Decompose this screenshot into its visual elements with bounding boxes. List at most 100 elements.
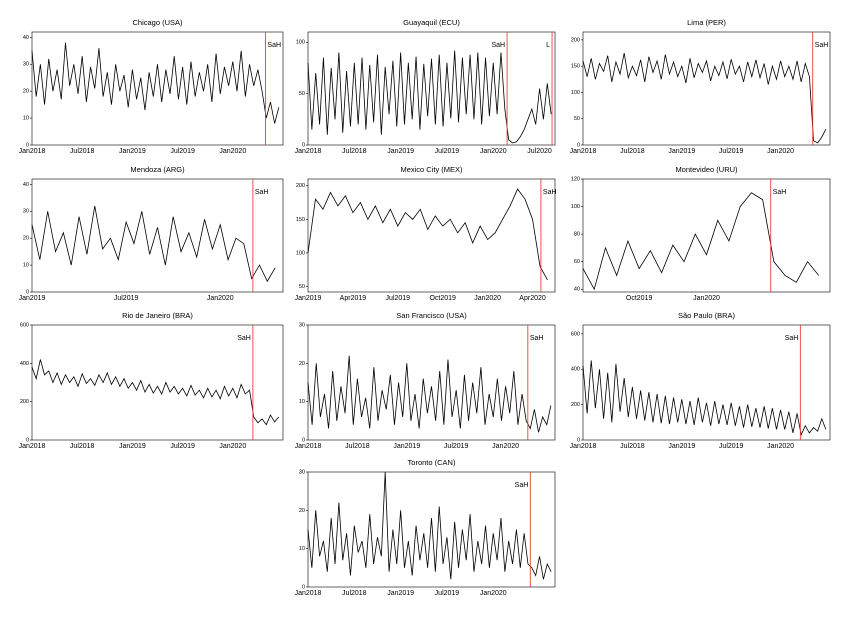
x-tick-label: Jul2020 (527, 148, 552, 155)
x-tick-label: Jul2018 (620, 148, 645, 155)
x-tick-label: Oct2019 (626, 295, 653, 302)
x-tick-label: Jan2020 (480, 590, 507, 597)
x-tick-label: Jan2019 (19, 295, 46, 302)
y-tick-label: 30 (23, 209, 29, 215)
panel-title: Mexico City (MEX) (400, 165, 463, 174)
panel-title: Toronto (CAN) (408, 458, 456, 467)
x-tick-label: Jan2018 (295, 148, 322, 155)
x-tick-label: Jan2020 (767, 148, 794, 155)
series-line (582, 192, 820, 291)
y-tick-label: 0 (302, 142, 305, 148)
y-tick-label: 20 (299, 508, 305, 514)
event-label: SaH (237, 335, 251, 342)
y-tick-label: 40 (574, 287, 580, 293)
x-tick-label: Jan2019 (119, 443, 146, 450)
y-tick-label: 100 (571, 204, 580, 210)
x-tick-label: Jul2019 (719, 443, 744, 450)
x-tick-label: Oct2019 (429, 295, 456, 302)
x-tick-label: Jul2019 (386, 295, 411, 302)
y-tick-label: 100 (571, 90, 580, 96)
y-tick-label: 30 (299, 322, 305, 328)
x-tick-label: Jan2020 (693, 295, 720, 302)
x-tick-label: Jul2019 (170, 148, 195, 155)
y-tick-label: 40 (23, 182, 29, 188)
x-tick-label: Jan2019 (119, 148, 146, 155)
y-tick-label: 20 (23, 236, 29, 242)
x-tick-label: Jul2019 (435, 148, 460, 155)
y-tick-label: 0 (302, 437, 305, 443)
plot-frame (582, 178, 831, 293)
x-tick-label: Jul2019 (444, 443, 469, 450)
y-tick-label: 120 (571, 176, 580, 182)
y-tick-label: 50 (299, 91, 305, 97)
x-tick-label: Jul2019 (719, 148, 744, 155)
panel-title: Guayaquil (ECU) (403, 18, 460, 27)
x-tick-label: Jan2020 (492, 443, 519, 450)
event-label: L (546, 42, 550, 49)
event-label: SaH (530, 335, 544, 342)
plot-frame (582, 31, 831, 146)
x-tick-label: Jan2020 (480, 148, 507, 155)
x-tick-label: Jul2019 (114, 295, 139, 302)
y-tick-label: 200 (20, 399, 29, 405)
y-tick-label: 0 (577, 437, 580, 443)
plot-frame (582, 324, 831, 441)
x-tick-label: Jan2019 (387, 148, 414, 155)
panel-title: Lima (PER) (687, 18, 726, 27)
y-tick-label: 10 (299, 399, 305, 405)
y-tick-label: 0 (26, 437, 29, 443)
plot-frame (307, 31, 556, 146)
plot-frame (307, 178, 556, 293)
plot-frame (307, 471, 556, 588)
plot-frame (31, 178, 284, 293)
panel-title: Rio de Janeiro (BRA) (122, 311, 193, 320)
series-line (307, 355, 552, 433)
y-tick-label: 0 (577, 142, 580, 148)
y-tick-label: 10 (23, 116, 29, 122)
event-label: SaH (515, 482, 529, 489)
event-label: SaH (255, 189, 269, 196)
y-tick-label: 20 (23, 89, 29, 95)
y-tick-label: 10 (299, 546, 305, 552)
y-tick-label: 200 (296, 183, 305, 189)
y-tick-label: 100 (296, 40, 305, 46)
y-tick-label: 30 (299, 469, 305, 475)
event-label: SaH (773, 189, 787, 196)
panel-title: Montevideo (URU) (675, 165, 738, 174)
x-tick-label: Jan2018 (295, 590, 322, 597)
x-tick-label: Jul2019 (170, 443, 195, 450)
x-tick-label: Jul2018 (620, 443, 645, 450)
x-tick-label: Jan2019 (668, 443, 695, 450)
event-label: SaH (815, 42, 829, 49)
x-tick-label: Jan2019 (668, 148, 695, 155)
x-tick-label: Jan2020 (474, 295, 501, 302)
panel-title: Mendoza (ARG) (130, 165, 185, 174)
event-label: SaH (491, 42, 505, 49)
y-tick-label: 150 (571, 64, 580, 70)
x-tick-label: Jul2018 (70, 148, 95, 155)
y-tick-label: 80 (574, 232, 580, 238)
event-label: SaH (543, 189, 557, 196)
y-tick-label: 10 (23, 263, 29, 269)
y-tick-label: 50 (299, 284, 305, 290)
x-tick-label: Jan2019 (393, 443, 420, 450)
series-line (582, 52, 827, 144)
x-tick-label: Jan2020 (219, 148, 246, 155)
y-tick-label: 20 (299, 361, 305, 367)
series-line (31, 205, 276, 283)
y-tick-label: 30 (23, 62, 29, 68)
x-tick-label: Apr2020 (519, 295, 546, 302)
y-tick-label: 200 (571, 37, 580, 43)
x-tick-label: Jan2020 (207, 295, 234, 302)
y-tick-label: 600 (571, 331, 580, 337)
y-tick-label: 400 (20, 361, 29, 367)
x-tick-label: Jan2018 (19, 148, 46, 155)
series-line (582, 360, 827, 436)
y-tick-label: 40 (23, 35, 29, 41)
y-tick-label: 600 (20, 322, 29, 328)
x-tick-label: Jul2018 (342, 148, 367, 155)
y-tick-label: 400 (571, 367, 580, 373)
event-label: SaH (785, 335, 799, 342)
